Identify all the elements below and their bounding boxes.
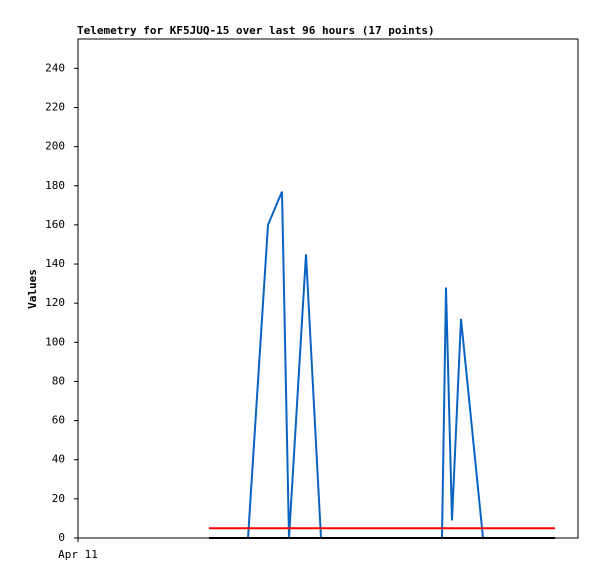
y-tick-label: 200 — [45, 140, 65, 153]
y-axis-label: Values — [26, 269, 39, 309]
y-tick-label: 100 — [45, 335, 65, 348]
chart-title: Telemetry for KF5JUQ-15 over last 96 hou… — [77, 24, 435, 37]
y-tick-label: 20 — [52, 492, 65, 505]
y-tick-label: 220 — [45, 100, 65, 113]
x-tick-label: Apr 11 — [58, 548, 98, 561]
y-tick-label: 40 — [52, 453, 65, 466]
y-tick-label: 120 — [45, 296, 65, 309]
y-tick-label: 60 — [52, 414, 65, 427]
y-tick-label: 140 — [45, 257, 65, 270]
y-tick-label: 160 — [45, 218, 65, 231]
y-tick-label: 80 — [52, 374, 65, 387]
y-tick-label: 240 — [45, 61, 65, 74]
y-tick-label: 180 — [45, 179, 65, 192]
y-tick-label: 0 — [58, 531, 65, 544]
